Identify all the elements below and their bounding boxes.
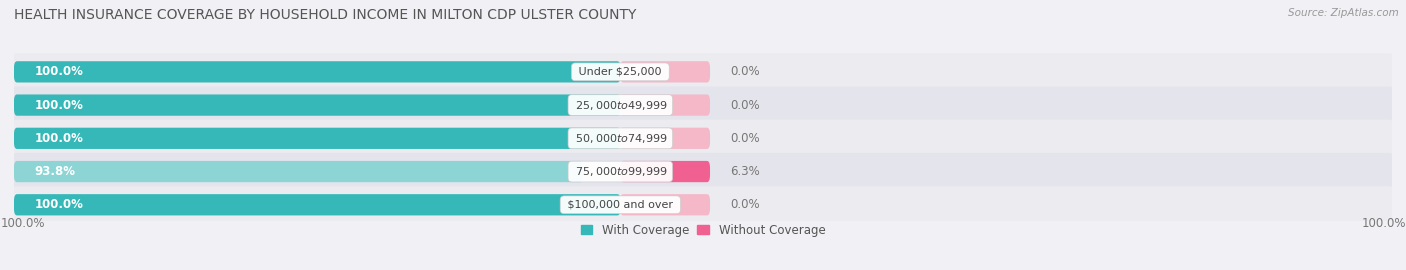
- FancyBboxPatch shape: [620, 194, 710, 215]
- FancyBboxPatch shape: [620, 161, 710, 182]
- Text: 100.0%: 100.0%: [35, 198, 83, 211]
- FancyBboxPatch shape: [14, 161, 583, 182]
- FancyBboxPatch shape: [14, 128, 620, 149]
- Text: 6.3%: 6.3%: [731, 165, 761, 178]
- Text: Source: ZipAtlas.com: Source: ZipAtlas.com: [1288, 8, 1399, 18]
- Text: $25,000 to $49,999: $25,000 to $49,999: [572, 99, 669, 112]
- FancyBboxPatch shape: [13, 186, 1393, 223]
- Text: $75,000 to $99,999: $75,000 to $99,999: [572, 165, 669, 178]
- Text: $100,000 and over: $100,000 and over: [564, 200, 676, 210]
- Text: 0.0%: 0.0%: [731, 65, 761, 78]
- FancyBboxPatch shape: [13, 86, 1393, 124]
- Text: 100.0%: 100.0%: [35, 99, 83, 112]
- FancyBboxPatch shape: [14, 94, 620, 116]
- Text: 100.0%: 100.0%: [1361, 217, 1406, 230]
- Text: 100.0%: 100.0%: [35, 132, 83, 145]
- Text: 100.0%: 100.0%: [35, 65, 83, 78]
- FancyBboxPatch shape: [14, 194, 620, 215]
- Text: 0.0%: 0.0%: [731, 198, 761, 211]
- FancyBboxPatch shape: [620, 94, 710, 116]
- Text: 93.8%: 93.8%: [35, 165, 76, 178]
- Text: 0.0%: 0.0%: [731, 132, 761, 145]
- Text: 100.0%: 100.0%: [0, 217, 45, 230]
- Text: Under $25,000: Under $25,000: [575, 67, 665, 77]
- Legend: With Coverage, Without Coverage: With Coverage, Without Coverage: [576, 219, 830, 241]
- Text: $50,000 to $74,999: $50,000 to $74,999: [572, 132, 669, 145]
- FancyBboxPatch shape: [620, 128, 710, 149]
- FancyBboxPatch shape: [13, 53, 1393, 90]
- FancyBboxPatch shape: [13, 153, 1393, 190]
- Text: 0.0%: 0.0%: [731, 99, 761, 112]
- FancyBboxPatch shape: [14, 61, 620, 83]
- Text: HEALTH INSURANCE COVERAGE BY HOUSEHOLD INCOME IN MILTON CDP ULSTER COUNTY: HEALTH INSURANCE COVERAGE BY HOUSEHOLD I…: [14, 8, 637, 22]
- FancyBboxPatch shape: [620, 61, 710, 83]
- FancyBboxPatch shape: [13, 120, 1393, 157]
